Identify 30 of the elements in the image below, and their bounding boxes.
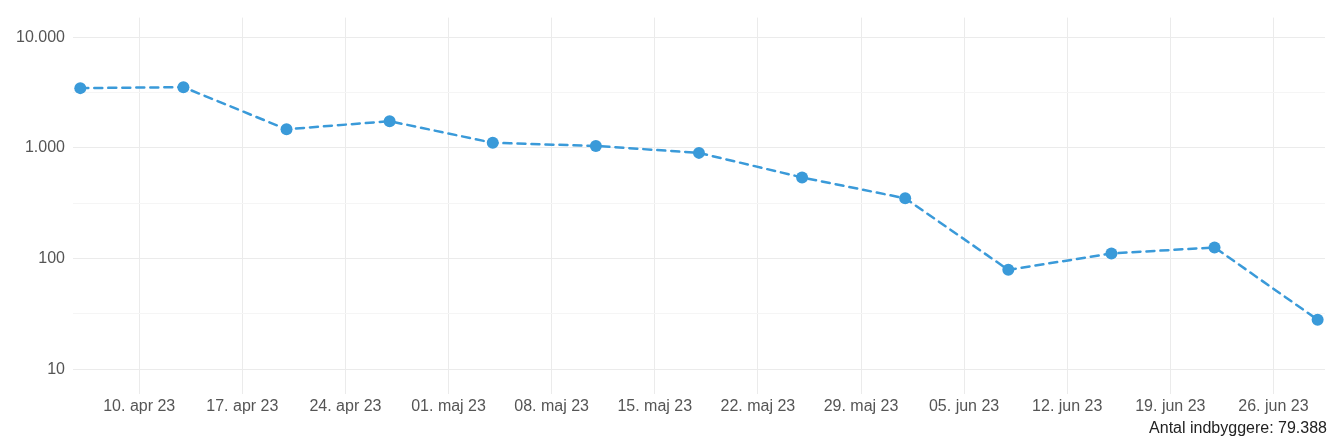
x-tick-label: 19. jun 23 [1135,396,1206,414]
point [796,171,809,184]
point [74,82,87,95]
x-tick-label: 15. maj 23 [617,396,693,414]
x-tick-label: 05. jun 23 [928,396,1000,414]
point [692,146,705,159]
x-tick-label: 01. maj 23 [411,396,487,414]
x-tick-label: 10. apr 23 [103,396,176,414]
point [899,192,912,205]
x-tick-label: 12. jun 23 [1032,396,1103,414]
point [589,139,602,152]
point [1311,313,1324,326]
point [1002,263,1015,276]
y-tick-label: 10.000 [16,27,66,45]
y-tick-label: 10 [47,359,66,377]
point [177,81,190,94]
point [1208,241,1221,254]
x-tick-label: 17. apr 23 [206,396,279,414]
x-tick-label: 24. apr 23 [309,396,382,414]
x-tick-label: 29. maj 23 [823,396,899,414]
x-tick-label: 22. maj 23 [720,396,796,414]
point [1105,247,1118,260]
text: Antal indbyggere: 79.388 [1149,419,1328,437]
point [383,115,396,128]
x-tick-label: 26. jun 23 [1238,396,1309,414]
point [486,136,499,149]
y-tick-label: 1.000 [24,138,66,156]
x-tick-label: 08. maj 23 [514,396,590,414]
y-tick-label: 100 [38,248,66,266]
point [280,123,293,136]
